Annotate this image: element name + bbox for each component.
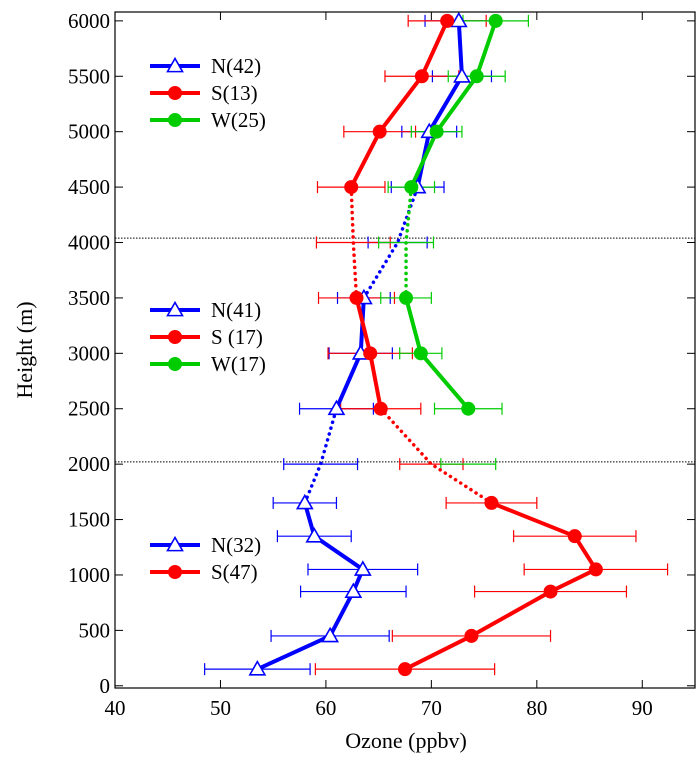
dotted-connectors [303, 185, 494, 505]
dotted-connector-w-12 [404, 185, 414, 300]
legend-marker-n41 [166, 300, 184, 317]
point-n32-1 [321, 626, 340, 643]
legend-label-s13: S(13) [211, 81, 258, 105]
point-w25-0 [404, 180, 419, 195]
point-n42-2 [453, 67, 471, 83]
point-n32-4 [305, 527, 324, 543]
point-s47-3 [588, 562, 603, 577]
point-n42-3 [449, 11, 468, 28]
point-s13-1 [372, 124, 387, 139]
y-tick-label-500: 500 [79, 618, 111, 642]
series-line-s13 [349, 20, 450, 189]
legend-label-n42: N(42) [211, 54, 261, 78]
reference-lines [115, 237, 695, 463]
legend-label-n41: N(41) [211, 298, 261, 322]
point-n32-5 [295, 493, 314, 510]
legend-label-s17: S (17) [211, 325, 263, 349]
point-s13-0 [344, 180, 359, 195]
legend-marker-w25 [168, 113, 182, 127]
series-line-n32 [256, 502, 365, 671]
series-line-w25 [409, 20, 498, 188]
legend-label-w25: W(25) [211, 108, 266, 132]
legends: N(42) S(13) W(25) N(41) S (17) W(17) N(32) S(47… [150, 54, 266, 584]
point-w25-1 [429, 124, 444, 139]
legend-label-s47: S(47) [211, 560, 258, 584]
point-w17-0 [461, 401, 476, 416]
y-tick-label-5500: 5500 [68, 64, 110, 88]
point-w25-3 [488, 13, 503, 28]
data-markers [248, 11, 603, 677]
dotted-connector-n-8 [303, 406, 339, 505]
point-s47-2 [543, 584, 558, 599]
x-tick-label-40: 40 [105, 696, 126, 720]
legend-marker-s17 [168, 330, 182, 344]
y-tick-label-5000: 5000 [68, 120, 110, 144]
y-tick-label-2500: 2500 [68, 397, 110, 421]
x-tick-label-50: 50 [210, 696, 231, 720]
x-tick-label-70: 70 [421, 696, 442, 720]
y-axis-title: Height (m) [12, 301, 37, 398]
y-tick-label-1500: 1500 [68, 508, 110, 532]
y-tick-label-4500: 4500 [68, 175, 110, 199]
y-tick-label-4000: 4000 [68, 231, 110, 255]
point-s47-0 [398, 662, 412, 677]
plot-frame [114, 11, 696, 689]
error-bars [204, 14, 669, 676]
point-s47-4 [567, 529, 582, 544]
legend-marker-s13 [168, 86, 182, 100]
legend-marker-s47 [168, 565, 182, 579]
legend-marker-w17 [168, 357, 182, 371]
legend-marker-n42 [166, 56, 184, 73]
point-s47-5 [484, 495, 499, 510]
point-w25-2 [469, 69, 484, 84]
x-tick-label-60: 60 [315, 696, 336, 720]
dotted-connector-s-11 [349, 185, 359, 300]
x-axis-title: Ozone (ppbv) [345, 728, 467, 753]
point-n32-2 [344, 582, 363, 599]
point-s17-0 [373, 401, 388, 416]
x-tick-label-90: 90 [632, 696, 653, 720]
point-s17-1 [363, 346, 378, 361]
point-n41-0 [327, 399, 346, 416]
dotted-connector-s-10 [378, 406, 494, 505]
y-tick-label-6000: 6000 [68, 9, 110, 33]
point-w17-1 [413, 346, 428, 361]
point-s13-2 [414, 69, 429, 84]
y-tick-label-3000: 3000 [68, 341, 110, 365]
axes: 40 50 60 70 80 90 0 500 1000 1500 2000 2500 3000 3500… [68, 9, 696, 720]
legend-label-w17: W(17) [211, 352, 266, 376]
y-tick-label-2000: 2000 [68, 452, 110, 476]
point-n32-0 [248, 660, 267, 676]
point-s47-1 [464, 628, 479, 643]
y-tick-label-1000: 1000 [68, 563, 110, 587]
point-s17-2 [349, 290, 364, 305]
point-s13-3 [440, 13, 455, 28]
point-n32-3 [353, 560, 372, 576]
series-line-s47 [404, 501, 598, 671]
y-tick-label-0: 0 [100, 674, 111, 698]
point-w17-2 [399, 290, 414, 305]
x-tick-label-80: 80 [526, 696, 547, 720]
legend-marker-n32 [166, 535, 184, 552]
legend-label-n32: N(32) [211, 533, 261, 557]
y-tick-label-3500: 3500 [68, 286, 110, 310]
